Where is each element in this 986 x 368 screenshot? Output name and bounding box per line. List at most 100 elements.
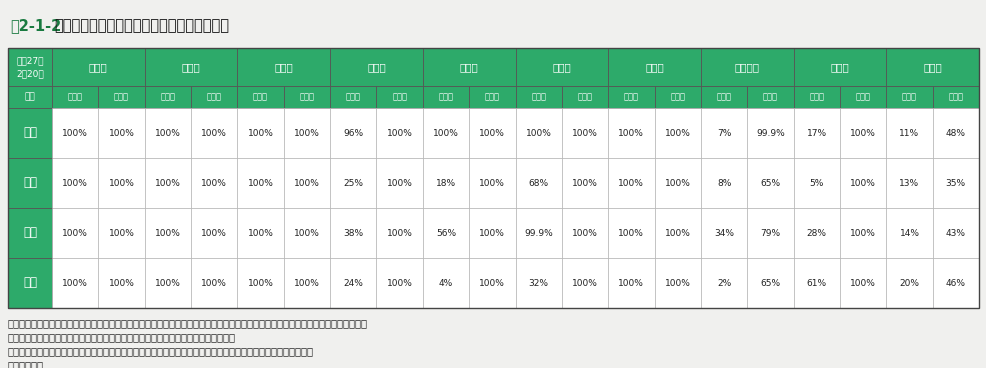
Bar: [52, 48, 145, 86]
Text: 100%: 100%: [155, 279, 180, 287]
Bar: [654, 258, 700, 308]
Bar: [515, 48, 607, 86]
Bar: [191, 208, 238, 258]
Bar: [793, 208, 839, 258]
Bar: [607, 208, 654, 258]
Bar: [145, 108, 191, 158]
Bar: [700, 86, 746, 108]
Bar: [8, 158, 52, 208]
Text: 100%: 100%: [294, 128, 319, 138]
Text: ２：発注率は、当該市町村の除染対象の面積等に対する、契約済の面積等の割合。: ２：発注率は、当該市町村の除染対象の面積等に対する、契約済の面積等の割合。: [8, 332, 236, 342]
Bar: [561, 158, 607, 208]
Text: 43%: 43%: [945, 229, 965, 237]
Text: 平成27年: 平成27年: [16, 56, 43, 65]
Bar: [885, 86, 932, 108]
Bar: [561, 108, 607, 158]
Bar: [468, 208, 515, 258]
Text: 100%: 100%: [247, 128, 273, 138]
Text: 18%: 18%: [436, 178, 456, 188]
Bar: [746, 208, 793, 258]
Bar: [839, 108, 885, 158]
Text: 100%: 100%: [201, 279, 227, 287]
Text: 100%: 100%: [479, 229, 505, 237]
Text: 100%: 100%: [618, 229, 644, 237]
Text: 100%: 100%: [665, 229, 690, 237]
Text: 68%: 68%: [528, 178, 548, 188]
Bar: [515, 208, 561, 258]
Text: 35%: 35%: [945, 178, 965, 188]
Bar: [561, 208, 607, 258]
Text: 発注率: 発注率: [577, 92, 592, 102]
Bar: [8, 108, 52, 158]
Bar: [700, 158, 746, 208]
Bar: [607, 48, 700, 86]
Text: 農地: 農地: [23, 177, 36, 190]
Text: 46%: 46%: [945, 279, 965, 287]
Text: 川内村: 川内村: [274, 62, 293, 72]
Text: 100%: 100%: [247, 229, 273, 237]
Bar: [793, 108, 839, 158]
Bar: [238, 158, 283, 208]
Bar: [329, 158, 376, 208]
Bar: [515, 158, 561, 208]
Text: 100%: 100%: [294, 279, 319, 287]
Text: 100%: 100%: [665, 279, 690, 287]
Text: 61%: 61%: [806, 279, 826, 287]
Text: 実施率: 実施率: [530, 92, 545, 102]
Text: 100%: 100%: [247, 178, 273, 188]
Text: 100%: 100%: [62, 279, 88, 287]
Text: 8%: 8%: [716, 178, 731, 188]
Text: 48%: 48%: [945, 128, 965, 138]
Text: 葛尾村: 葛尾村: [552, 62, 571, 72]
Bar: [376, 158, 422, 208]
Bar: [885, 158, 932, 208]
Text: 宅地: 宅地: [23, 127, 36, 139]
Text: 発注率: 発注率: [391, 92, 406, 102]
Text: 発注率: 発注率: [855, 92, 870, 102]
Text: ３：除染対象の面積等・発注面積等・除染行為が終了した面積等は、いずれも今後の精査によって変わりうる。: ３：除染対象の面積等・発注面積等・除染行為が終了した面積等は、いずれも今後の精査…: [8, 346, 314, 356]
Bar: [839, 158, 885, 208]
Bar: [607, 108, 654, 158]
Bar: [145, 258, 191, 308]
Text: 実施率: 実施率: [160, 92, 176, 102]
Bar: [329, 48, 422, 86]
Bar: [329, 108, 376, 158]
Text: 65%: 65%: [759, 178, 780, 188]
Bar: [700, 108, 746, 158]
Bar: [329, 258, 376, 308]
Text: 楢葉町: 楢葉町: [181, 62, 200, 72]
Bar: [8, 258, 52, 308]
Bar: [238, 258, 283, 308]
Bar: [145, 48, 238, 86]
Bar: [145, 86, 191, 108]
Text: 100%: 100%: [618, 279, 644, 287]
Text: 南相馬市: 南相馬市: [734, 62, 759, 72]
Bar: [191, 258, 238, 308]
Bar: [746, 86, 793, 108]
Bar: [654, 208, 700, 258]
Bar: [468, 258, 515, 308]
Text: 100%: 100%: [433, 128, 458, 138]
Text: 発注率: 発注率: [484, 92, 499, 102]
Text: 川俣町: 川俣町: [459, 62, 478, 72]
Bar: [145, 158, 191, 208]
Bar: [468, 108, 515, 158]
Text: 100%: 100%: [155, 178, 180, 188]
Bar: [283, 258, 329, 308]
Text: 38%: 38%: [343, 229, 363, 237]
Bar: [422, 158, 468, 208]
Bar: [145, 208, 191, 258]
Text: 100%: 100%: [155, 128, 180, 138]
Bar: [515, 86, 561, 108]
Bar: [99, 208, 145, 258]
Text: 100%: 100%: [108, 178, 134, 188]
Text: 24%: 24%: [343, 279, 363, 287]
Text: 田村市: 田村市: [89, 62, 107, 72]
Text: 100%: 100%: [618, 128, 644, 138]
Bar: [793, 258, 839, 308]
Text: 11%: 11%: [898, 128, 919, 138]
Text: 100%: 100%: [387, 128, 412, 138]
Bar: [422, 208, 468, 258]
Bar: [99, 158, 145, 208]
Bar: [422, 108, 468, 158]
